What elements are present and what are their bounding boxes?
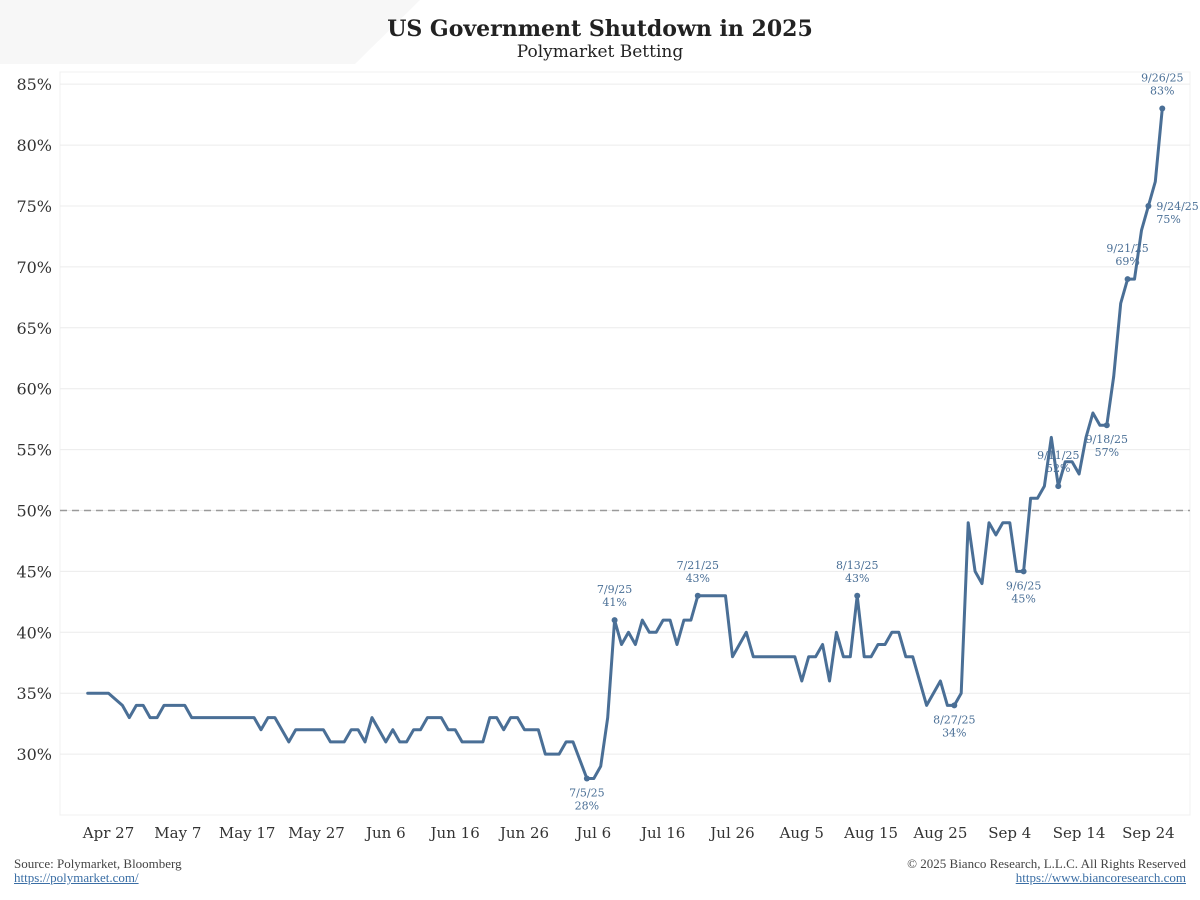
annotation-value: 57% bbox=[1095, 446, 1119, 459]
y-tick-label: 70% bbox=[16, 258, 52, 277]
annotation-value: 75% bbox=[1156, 213, 1180, 226]
annotation-marker bbox=[854, 592, 861, 599]
annotation-marker bbox=[583, 775, 590, 782]
annotation-value: 69% bbox=[1115, 255, 1139, 268]
header-band bbox=[0, 0, 420, 64]
y-tick-label: 35% bbox=[16, 684, 52, 703]
annotation-date: 7/9/25 bbox=[597, 583, 632, 596]
annotation-marker bbox=[1159, 105, 1166, 112]
y-tick-label: 80% bbox=[16, 136, 52, 155]
y-tick-label: 40% bbox=[16, 623, 52, 642]
y-tick-label: 55% bbox=[16, 441, 52, 460]
x-tick-label: Jul 26 bbox=[708, 824, 754, 842]
source-link[interactable]: https://polymarket.com/ bbox=[14, 870, 139, 885]
source-note: Source: Polymarket, Bloomberg bbox=[14, 856, 182, 871]
annotation-date: 9/26/25 bbox=[1141, 72, 1183, 85]
annotation-date: 9/21/25 bbox=[1106, 242, 1148, 255]
annotation-value: 43% bbox=[845, 572, 869, 585]
series-line bbox=[86, 107, 1164, 780]
x-tick-label: Jun 16 bbox=[429, 824, 480, 842]
annotation-marker bbox=[1124, 276, 1131, 283]
annotation-date: 7/5/25 bbox=[569, 786, 604, 799]
annotation-value: 52% bbox=[1046, 462, 1070, 475]
x-tick-label: Sep 14 bbox=[1053, 824, 1106, 842]
annotation-marker bbox=[1055, 483, 1062, 490]
x-tick-label: Apr 27 bbox=[82, 824, 134, 842]
x-tick-label: Aug 5 bbox=[779, 824, 824, 842]
annotation-date: 9/18/25 bbox=[1086, 433, 1128, 446]
annotation-date: 8/27/25 bbox=[933, 713, 975, 726]
x-tick-label: Sep 4 bbox=[988, 824, 1031, 842]
y-tick-label: 45% bbox=[16, 562, 52, 581]
annotation-marker bbox=[694, 592, 701, 599]
x-tick-label: Jun 6 bbox=[364, 824, 406, 842]
annotation-date: 9/6/25 bbox=[1006, 579, 1041, 592]
site-link[interactable]: https://www.biancoresearch.com bbox=[1015, 870, 1186, 885]
x-tick-label: May 17 bbox=[219, 824, 276, 842]
annotation-marker bbox=[951, 702, 958, 709]
annotation-value: 45% bbox=[1011, 592, 1035, 605]
y-tick-label: 65% bbox=[16, 319, 52, 338]
y-tick-label: 75% bbox=[16, 197, 52, 216]
x-tick-label: Jul 6 bbox=[574, 824, 611, 842]
annotation-value: 41% bbox=[602, 596, 626, 609]
copyright-note: © 2025 Bianco Research, L.L.C. All Right… bbox=[907, 856, 1186, 871]
y-tick-label: 30% bbox=[16, 745, 52, 764]
annotation-value: 34% bbox=[942, 726, 966, 739]
x-tick-label: Aug 25 bbox=[912, 824, 967, 842]
x-tick-label: May 7 bbox=[154, 824, 201, 842]
chart-title: US Government Shutdown in 2025 bbox=[387, 16, 813, 42]
x-tick-label: Sep 24 bbox=[1122, 824, 1175, 842]
chart-subtitle: Polymarket Betting bbox=[516, 42, 684, 62]
annotation-date: 8/13/25 bbox=[836, 559, 878, 572]
annotation-marker bbox=[1020, 568, 1027, 575]
annotation-date: 7/21/25 bbox=[677, 559, 719, 572]
x-tick-label: Jul 16 bbox=[639, 824, 685, 842]
x-tick-label: Jun 26 bbox=[498, 824, 549, 842]
x-tick-label: Aug 15 bbox=[843, 824, 898, 842]
y-tick-label: 50% bbox=[16, 501, 52, 520]
annotation-value: 83% bbox=[1150, 85, 1174, 98]
annotation-date: 9/24/25 bbox=[1156, 200, 1198, 213]
annotation-marker bbox=[1103, 422, 1110, 429]
y-tick-label: 85% bbox=[16, 75, 52, 94]
annotation-date: 9/11/25 bbox=[1037, 449, 1079, 462]
plot-frame bbox=[59, 71, 1191, 816]
x-tick-label: May 27 bbox=[288, 824, 345, 842]
annotation-marker bbox=[1145, 202, 1152, 209]
annotation-value: 43% bbox=[686, 572, 710, 585]
annotation-marker bbox=[611, 617, 618, 624]
y-tick-label: 60% bbox=[16, 380, 52, 399]
annotation-value: 28% bbox=[575, 799, 599, 812]
